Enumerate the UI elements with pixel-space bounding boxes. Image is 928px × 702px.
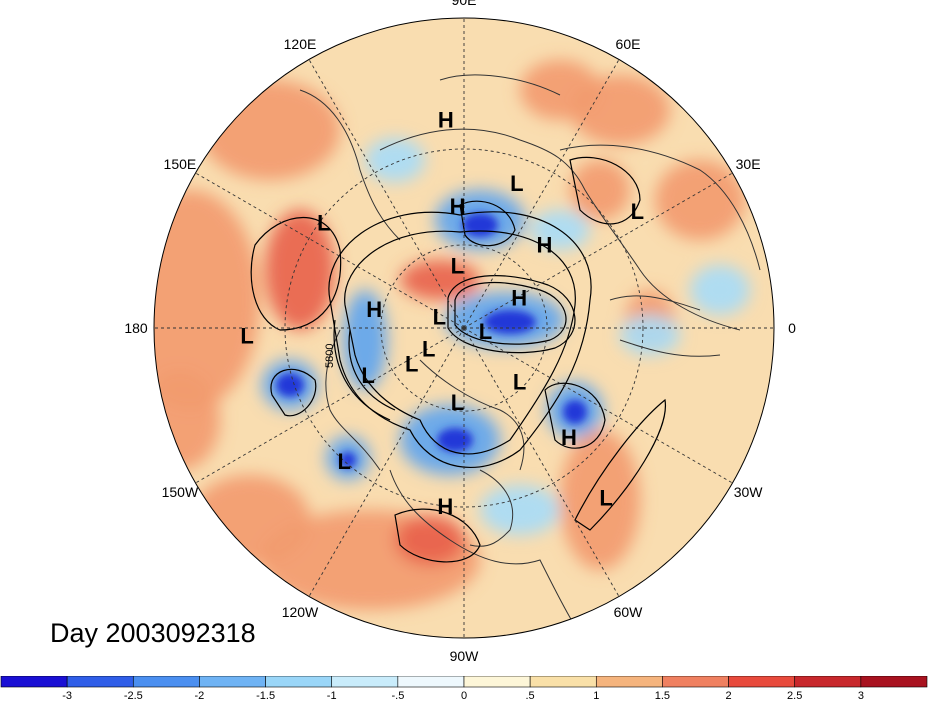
low-pressure-marker: L — [317, 210, 330, 235]
longitude-label: 0 — [788, 320, 796, 336]
contour-label: 5800 — [324, 344, 336, 368]
coastline — [439, 74, 561, 96]
low-pressure-marker: L — [433, 305, 446, 330]
colorbar-tick-label: 3 — [858, 690, 864, 702]
longitude-label: 180 — [124, 320, 148, 336]
high-pressure-marker: H — [511, 285, 527, 310]
low-pressure-marker: L — [240, 324, 253, 349]
colorbar-tick-label: -1 — [327, 690, 337, 702]
meridian-line — [463, 59, 620, 329]
meridian-line — [195, 327, 465, 484]
height-contour — [394, 508, 481, 563]
colorbar: -3 -2.5 -2 -1.5 -1 -.5 0 .5 1 1.5 2 2.5 3 — [0, 676, 928, 702]
height-contour — [328, 211, 592, 469]
low-pressure-marker: L — [361, 363, 374, 388]
colorbar-swatch — [529, 676, 597, 688]
low-pressure-marker: L — [599, 485, 612, 510]
colorbar-tick-label: .5 — [526, 690, 535, 702]
meridian-line — [463, 172, 733, 329]
colorbar-tick-label: 2.5 — [787, 690, 802, 702]
coastline — [469, 469, 514, 547]
height-contour — [270, 368, 317, 417]
graticule — [154, 18, 774, 638]
colorbar-swatch — [331, 676, 399, 688]
colorbar-tick-label: -1.5 — [256, 690, 275, 702]
map-boundary — [153, 17, 775, 639]
coastline — [559, 144, 761, 271]
longitude-label: 90W — [450, 648, 480, 664]
colorbar-swatch — [265, 676, 333, 688]
meridian-line — [463, 327, 733, 484]
longitude-label: 30E — [736, 156, 761, 172]
meridian-line — [195, 172, 465, 329]
height-contour — [459, 200, 516, 247]
colorbar-swatch — [595, 676, 663, 688]
low-pressure-marker: L — [405, 351, 418, 376]
low-pressure-marker: L — [451, 390, 464, 415]
low-pressure-marker: L — [422, 336, 435, 361]
colorbar-swatch — [463, 676, 531, 688]
latitude-circle — [380, 244, 548, 412]
high-pressure-marker: H — [437, 494, 453, 519]
longitude-label: 150W — [162, 484, 199, 500]
height-contour — [447, 275, 576, 354]
colorbar-swatch — [662, 676, 729, 688]
coastline — [325, 329, 381, 471]
colorbar-swatch — [728, 676, 796, 688]
colorbar-tick-label: 0 — [461, 690, 467, 702]
colorbar-tick-label: -2.5 — [124, 690, 143, 702]
meridian-line — [308, 327, 465, 597]
colorbar-swatch — [397, 676, 465, 688]
low-pressure-marker: L — [631, 199, 644, 224]
meridian-line — [308, 59, 465, 329]
height-contour — [544, 382, 606, 449]
date-title: Day 2003092318 — [50, 618, 256, 648]
colorbar-swatch — [860, 676, 928, 688]
colorbar-swatch — [0, 676, 68, 688]
longitude-label: 60E — [616, 36, 641, 52]
longitude-labels: 90E 60E 30E 0 30W 60W 90W 120W 150W 180 150E 120E — [124, 0, 796, 664]
longitude-label: 150E — [164, 156, 197, 172]
longitude-label: 30W — [734, 484, 764, 500]
high-pressure-marker: H — [537, 233, 553, 258]
low-pressure-marker: L — [513, 370, 526, 395]
longitude-label: 60W — [614, 604, 644, 620]
high-pressure-marker: H — [366, 297, 382, 322]
colorbar-tick-label: 2 — [726, 690, 732, 702]
height-contour — [344, 230, 576, 455]
height-contours — [250, 156, 666, 563]
low-pressure-marker: L — [337, 449, 350, 474]
colorbar-tick-label: -3 — [62, 690, 72, 702]
latitude-circle — [284, 148, 644, 508]
meridian-line — [463, 327, 620, 597]
high-pressure-marker: H — [561, 425, 577, 450]
longitude-label: 120W — [282, 604, 319, 620]
height-contour — [333, 319, 396, 421]
colorbar-swatch — [132, 676, 200, 688]
coastline — [379, 128, 741, 331]
colorbar-swatch — [66, 676, 134, 688]
height-contour — [250, 216, 342, 331]
low-pressure-marker: L — [510, 171, 523, 196]
colorbar-swatch — [199, 676, 266, 688]
colorbar-tick-label: -2 — [195, 690, 205, 702]
high-pressure-marker: H — [450, 194, 466, 219]
colorbar-tick-label: 1 — [593, 690, 599, 702]
height-contour — [574, 398, 666, 531]
height-contour — [569, 156, 641, 225]
low-pressure-marker: L — [451, 253, 464, 278]
colorbar-tick-label: 1.5 — [655, 690, 670, 702]
coastline — [609, 295, 721, 357]
colorbar-tick-label: -.5 — [391, 690, 404, 702]
colorbar-swatch — [794, 676, 862, 688]
low-pressure-marker: L — [479, 319, 492, 344]
high-pressure-marker: H — [438, 108, 454, 133]
longitude-label: 90E — [452, 0, 477, 8]
longitude-label: 120E — [284, 36, 317, 52]
